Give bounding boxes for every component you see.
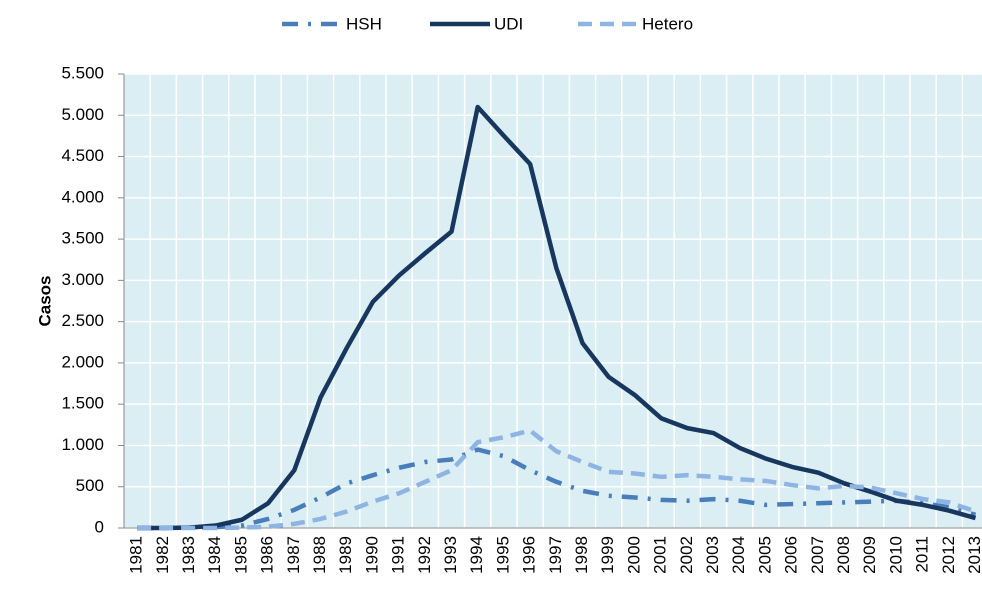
x-tick-label: 1991: [389, 536, 408, 574]
x-tick-label: 1995: [493, 536, 512, 574]
x-tick-label: 2012: [939, 536, 958, 574]
y-tick-label: 2.000: [61, 352, 104, 371]
y-tick-label: 500: [76, 476, 104, 495]
line-series: [137, 447, 977, 531]
y-tick-label: 3.500: [61, 229, 104, 248]
x-tick-label: 1994: [467, 536, 486, 574]
x-tick-label: 2001: [651, 536, 670, 574]
x-tick-label: 1989: [336, 536, 355, 574]
x-tick-label: 2013: [965, 536, 982, 574]
x-tick-label: 1993: [441, 536, 460, 574]
y-tick-label: 3.000: [61, 270, 104, 289]
x-tick-label: 1992: [415, 536, 434, 574]
y-axis-label: Casos: [35, 275, 54, 326]
y-tick-label: 1.000: [61, 435, 104, 454]
x-tick-label: 2003: [703, 536, 722, 574]
y-tick-label: 4.500: [61, 146, 104, 165]
x-tick-label: 2005: [755, 536, 774, 574]
legend-label: UDI: [494, 14, 523, 33]
legend-label: HSH: [346, 14, 382, 33]
y-tick-label: 0: [95, 517, 104, 536]
x-tick-label: 1983: [179, 536, 198, 574]
x-tick-label: 1985: [231, 536, 250, 574]
x-tick-label: 2000: [624, 536, 643, 574]
y-tick-label: 5.500: [61, 63, 104, 82]
x-tick-label: 2008: [834, 536, 853, 574]
x-tick-label: 1988: [310, 536, 329, 574]
x-tick-label: 1998: [572, 536, 591, 574]
x-tick-label: 1981: [127, 536, 146, 574]
legend-label: Hetero: [642, 14, 693, 33]
plot-area: [124, 74, 982, 528]
x-tick-label: 1999: [598, 536, 617, 574]
x-tick-label: 1990: [362, 536, 381, 574]
line-series: [137, 428, 977, 531]
y-tick-label: 5.000: [61, 105, 104, 124]
x-tick-label: 2011: [913, 536, 932, 573]
x-tick-label: 1996: [520, 536, 539, 574]
x-tick-label: 1984: [205, 536, 224, 574]
x-tick-label: 1982: [153, 536, 172, 574]
x-tick-label: 2010: [886, 536, 905, 574]
x-tick-label: 2004: [729, 536, 748, 574]
y-tick-label: 1.500: [61, 394, 104, 413]
line-series: [137, 104, 977, 531]
y-tick-label: 4.000: [61, 187, 104, 206]
x-tick-label: 1997: [546, 536, 565, 574]
x-tick-label: 1987: [284, 536, 303, 574]
x-tick-label: 1986: [258, 536, 277, 574]
x-tick-label: 2007: [808, 536, 827, 574]
x-tick-label: 2006: [782, 536, 801, 574]
x-tick-label: 2009: [860, 536, 879, 574]
y-tick-label: 2.500: [61, 311, 104, 330]
x-tick-label: 2002: [677, 536, 696, 574]
